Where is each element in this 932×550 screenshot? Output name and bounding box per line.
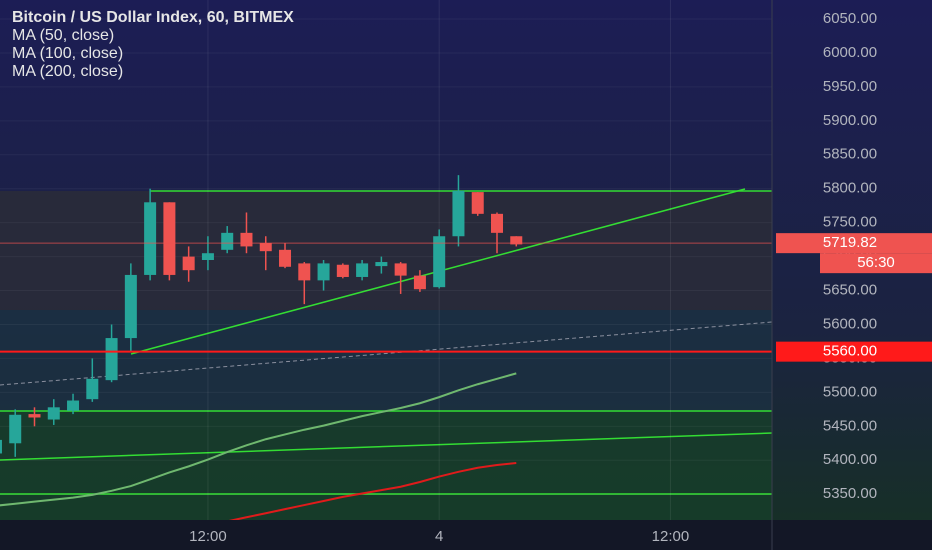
legend-entry: MA (100, close) xyxy=(12,45,123,62)
y-tick-label: 5650.00 xyxy=(823,282,877,299)
candle-body xyxy=(221,232,234,250)
y-tick-label: 5800.00 xyxy=(823,180,877,197)
y-tick-label: 5500.00 xyxy=(823,383,877,400)
candle-body xyxy=(394,263,407,276)
time-axis xyxy=(0,520,932,550)
candle-body xyxy=(433,236,446,288)
candle-body xyxy=(471,192,484,214)
y-tick-label: 5450.00 xyxy=(823,417,877,434)
candle-body xyxy=(491,213,504,233)
candle-body xyxy=(163,202,176,275)
candle-body xyxy=(9,414,22,444)
legend-entry: MA (50, close) xyxy=(12,27,114,44)
y-tick-label: 5950.00 xyxy=(823,78,877,95)
candle-body xyxy=(336,264,349,277)
candle-body xyxy=(182,256,195,271)
grid xyxy=(0,0,772,520)
candle-body xyxy=(413,275,426,290)
y-tick-label: 5350.00 xyxy=(823,485,877,502)
candle-body xyxy=(356,263,369,277)
dashed-line xyxy=(0,321,772,386)
candle-body xyxy=(375,262,388,267)
last-price-label: 5719.82 xyxy=(823,234,877,251)
axes: 5350.005400.005450.005500.005550.005600.… xyxy=(189,10,932,545)
candle-body xyxy=(259,243,272,252)
chart-title: Bitcoin / US Dollar Index, 60, BITMEX xyxy=(12,9,294,26)
last-price-tag xyxy=(776,233,932,254)
price-tag xyxy=(776,341,932,362)
y-tick-label: 5600.00 xyxy=(823,315,877,332)
y-tick-label: 6050.00 xyxy=(823,10,877,27)
countdown-tag xyxy=(820,253,932,274)
x-tick-label: 12:00 xyxy=(652,528,690,545)
candle-body xyxy=(67,400,80,411)
candle-body xyxy=(201,253,214,260)
candle-body xyxy=(240,232,253,247)
candle-body xyxy=(452,190,465,237)
y-tick-label: 5850.00 xyxy=(823,146,877,163)
candle-body xyxy=(47,407,60,420)
candle-body xyxy=(28,414,41,418)
zone xyxy=(0,191,772,310)
legend-entry: MA (200, close) xyxy=(12,63,123,80)
candle-body xyxy=(317,263,330,281)
candle-body xyxy=(279,249,292,267)
ma-line xyxy=(0,372,517,507)
candle-body xyxy=(124,274,137,339)
price-tag-label: 5560.00 xyxy=(823,343,877,360)
y-tick-label: 5750.00 xyxy=(823,214,877,231)
candle-body xyxy=(510,236,523,245)
y-tick-label: 5400.00 xyxy=(823,451,877,468)
zone xyxy=(0,411,772,520)
plot xyxy=(0,175,772,520)
y-tick-label: 6000.00 xyxy=(823,44,877,61)
ma-line xyxy=(228,461,517,520)
candle-body xyxy=(86,378,99,400)
x-tick-label: 4 xyxy=(435,528,443,545)
candle-body xyxy=(0,439,2,454)
candle-body xyxy=(144,202,157,275)
candle-body xyxy=(105,338,118,381)
candle-body xyxy=(298,263,311,281)
countdown-label: 56:30 xyxy=(857,254,895,271)
x-tick-label: 12:00 xyxy=(189,528,227,545)
trend-line xyxy=(0,432,772,461)
legend: MA (50, close)MA (100, close)MA (200, cl… xyxy=(12,27,123,80)
y-tick-label: 5900.00 xyxy=(823,112,877,129)
